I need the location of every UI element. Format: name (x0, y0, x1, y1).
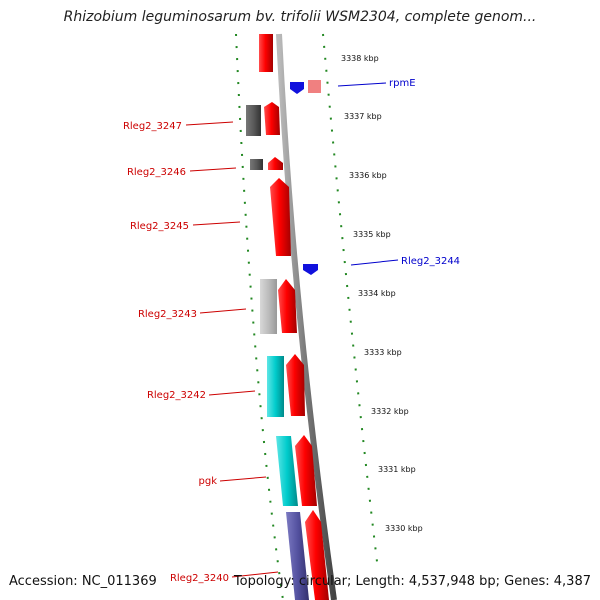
gene-label-pgk: pgk (199, 476, 218, 487)
leader-rleg2-3246 (189, 167, 237, 172)
leader-rleg2-3245 (192, 221, 241, 226)
label-leaders (185, 82, 399, 578)
scale-label: 3332 kbp (371, 407, 409, 416)
gene-arrow-rpme (290, 82, 304, 94)
genome-backbone (276, 33, 337, 600)
gene-label-rleg2-3240: Rleg2_3240 (170, 573, 229, 584)
gene-arrow-rleg2-3245 (270, 178, 291, 256)
gene-labels: rpmE Rleg2_3247 Rleg2_3246 Rleg2_3245 Rl… (123, 78, 460, 584)
forward-strand-genes (259, 34, 329, 600)
accession-text: Accession: NC_011369 (9, 574, 157, 589)
leader-rleg2-3242 (208, 390, 256, 396)
reverse-strand-genes (290, 80, 321, 275)
gene-label-rleg2-3243: Rleg2_3243 (138, 309, 197, 320)
gene-arrow-rleg2-3240 (305, 510, 329, 600)
gene-arrow-rleg2-3246 (268, 157, 283, 170)
leader-rpme (337, 82, 387, 87)
scale-label: 3335 kbp (353, 230, 391, 239)
scale-labels: 3338 kbp 3337 kbp 3336 kbp 3335 kbp 3334… (341, 54, 423, 533)
outer-dotted-arc (235, 33, 284, 600)
leader-rleg2-3243 (199, 308, 247, 314)
gene-label-rpme: rpmE (389, 78, 416, 89)
gene-arrow-rleg2-3243 (278, 279, 297, 333)
gene-bar-pink (308, 80, 321, 93)
gene-label-rleg2-3246: Rleg2_3246 (127, 167, 186, 178)
genome-summary-text: Topology: circular; Length: 4,537,948 bp… (233, 574, 591, 589)
gene-arrow-rleg2-3244 (303, 264, 318, 275)
gene-label-rleg2-3242: Rleg2_3242 (147, 390, 206, 401)
gene-label-rleg2-3247: Rleg2_3247 (123, 121, 182, 132)
scale-label: 3331 kbp (378, 465, 416, 474)
gene-label-rleg2-3245: Rleg2_3245 (130, 221, 189, 232)
category-box-grey (250, 159, 263, 170)
category-box-cyan (276, 436, 298, 506)
leader-pgk (219, 476, 267, 482)
scale-label: 3338 kbp (341, 54, 379, 63)
scale-label: 3336 kbp (349, 171, 387, 180)
gene-arrow-pgk (295, 435, 317, 506)
gene-bar (259, 34, 273, 72)
scale-label: 3337 kbp (344, 112, 382, 121)
leader-rleg2-3244 (350, 259, 399, 266)
category-box-cyan (267, 356, 284, 417)
scale-label: 3334 kbp (358, 289, 396, 298)
leader-rleg2-3240 (231, 571, 279, 578)
category-boxes (246, 105, 309, 600)
leader-rleg2-3247 (185, 121, 234, 126)
gene-label-rleg2-3244: Rleg2_3244 (401, 256, 460, 267)
map-title: Rhizobium leguminosarum bv. trifolii WSM… (63, 9, 537, 25)
scale-label: 3330 kbp (385, 524, 423, 533)
gene-arrow-rleg2-3242 (286, 354, 305, 416)
gene-arrow-rleg2-3247 (264, 102, 280, 135)
scale-label: 3333 kbp (364, 348, 402, 357)
category-box-light (260, 279, 277, 334)
category-box-purple (286, 512, 309, 600)
category-box-grey (246, 105, 261, 136)
